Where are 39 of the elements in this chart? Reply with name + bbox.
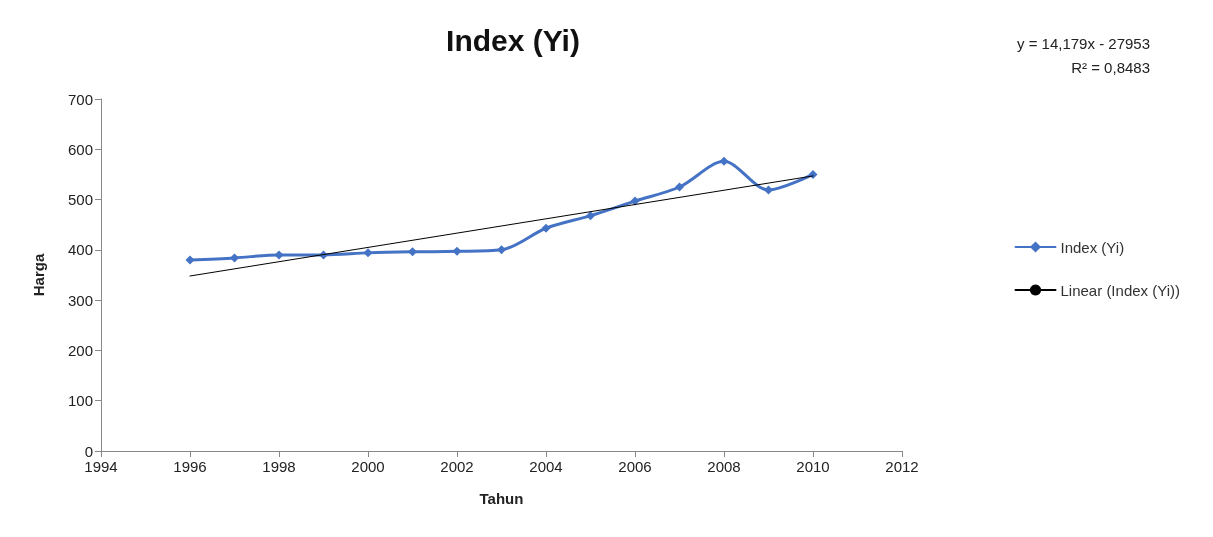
x-tick-label: 1996 xyxy=(173,458,207,475)
text: R² = 0,8483 xyxy=(1071,59,1151,76)
y-axis-title: Harga xyxy=(30,253,47,297)
point xyxy=(675,182,684,192)
x-tick-label: 2006 xyxy=(618,458,652,475)
point xyxy=(630,196,640,206)
y-tick-label: 700 xyxy=(67,90,93,108)
point xyxy=(452,246,462,256)
legend-label: Index (Yi) xyxy=(1060,238,1125,256)
point xyxy=(808,169,818,179)
point xyxy=(363,248,373,258)
point xyxy=(497,245,506,255)
y-tick-label: 500 xyxy=(67,191,93,209)
x-tick-label: 2002 xyxy=(440,458,474,475)
y-tick-label: 100 xyxy=(67,392,93,410)
point xyxy=(764,185,773,195)
point xyxy=(185,255,195,265)
point xyxy=(719,156,729,166)
point xyxy=(586,211,595,221)
point xyxy=(408,247,417,257)
x-tick-label: 2000 xyxy=(351,458,385,475)
x-tick-label: 1998 xyxy=(262,458,296,475)
x-tick-label: 2008 xyxy=(707,458,741,475)
y-tick-label: 0 xyxy=(84,442,93,460)
point xyxy=(541,223,551,233)
y-tick-label: 200 xyxy=(67,341,93,359)
y-tick-label: 400 xyxy=(67,241,93,259)
chart-title: Index (Yi) xyxy=(446,23,580,57)
x-tick-label: 2004 xyxy=(529,458,563,475)
x-axis-title: Tahun xyxy=(479,490,524,507)
legend-label: Linear (Index (Yi)) xyxy=(1060,281,1181,299)
x-tick-label: 2010 xyxy=(796,458,830,475)
point xyxy=(230,253,239,263)
text: y = 14,179x - 27953 xyxy=(1016,35,1150,52)
point xyxy=(274,250,284,260)
x-tick-label: 2012 xyxy=(885,458,919,475)
y-tick-label: 600 xyxy=(67,140,93,158)
x-tick-label: 1994 xyxy=(84,458,118,475)
y-tick-label: 300 xyxy=(67,291,93,309)
